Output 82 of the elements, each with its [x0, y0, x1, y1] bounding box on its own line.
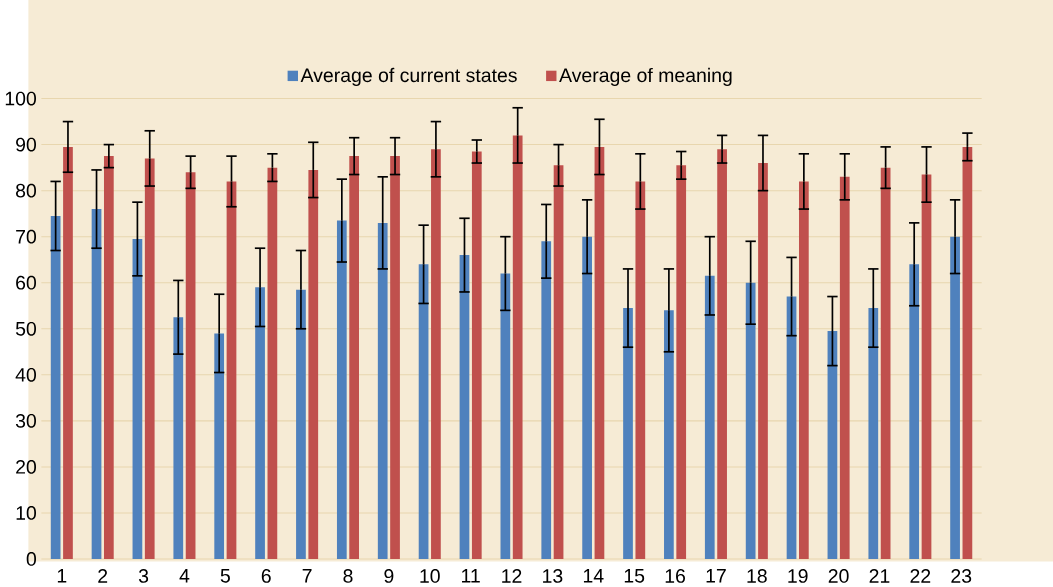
- bar: [185, 172, 196, 559]
- x-tick-label: 21: [869, 569, 890, 583]
- bar: [255, 287, 265, 559]
- bar: [950, 236, 960, 559]
- y-tick-label: 100: [5, 91, 37, 106]
- x-tick-label: 7: [302, 569, 312, 583]
- bar: [676, 165, 687, 559]
- x-tick-label: 12: [502, 569, 522, 583]
- bar: [786, 296, 797, 559]
- bar: [308, 169, 319, 559]
- bar: [103, 156, 114, 559]
- bar: [226, 181, 237, 559]
- bar: [594, 146, 605, 559]
- bar: [827, 330, 838, 559]
- bar: [267, 167, 278, 559]
- x-tick-label: 18: [747, 569, 767, 583]
- y-tick-label: 40: [15, 367, 37, 382]
- bar: [459, 255, 470, 559]
- bar: [500, 273, 511, 559]
- y-tick-label: 0: [26, 552, 37, 566]
- x-tick-label: 23: [951, 569, 972, 583]
- y-tick-label: 80: [16, 183, 37, 198]
- y-tick-label: 90: [16, 137, 37, 152]
- x-tick-label: 14: [583, 569, 604, 583]
- bar: [623, 307, 633, 559]
- y-tick-label: 50: [15, 321, 37, 336]
- x-tick-label: 4: [179, 569, 190, 583]
- bar: [132, 238, 143, 559]
- bar: [745, 282, 756, 559]
- x-tick-label: 17: [706, 569, 726, 583]
- bar: [144, 158, 155, 559]
- bar: [758, 162, 768, 559]
- y-tick-label: 30: [15, 413, 37, 428]
- x-tick-label: 3: [138, 569, 149, 583]
- bar: [63, 146, 73, 559]
- x-tick-label: 19: [788, 569, 808, 583]
- bar: [512, 135, 523, 559]
- x-tick-label: 20: [828, 569, 849, 583]
- legend-label: Average of current states: [300, 67, 517, 86]
- x-tick-label: 15: [624, 569, 645, 583]
- x-tick-label: 8: [343, 569, 353, 583]
- bar: [962, 146, 973, 559]
- bar: [582, 236, 592, 559]
- y-tick-label: 60: [16, 275, 37, 290]
- bar: [349, 156, 360, 559]
- bar: [50, 215, 61, 559]
- bar: [431, 149, 441, 559]
- bar: [664, 310, 674, 559]
- x-tick-label: 22: [910, 569, 931, 583]
- x-tick-label: 13: [543, 569, 563, 583]
- bar: [921, 174, 932, 559]
- bar: [704, 275, 715, 559]
- bar: [336, 220, 347, 559]
- bar: [390, 156, 400, 559]
- bar: [214, 333, 225, 559]
- bar: [635, 181, 646, 559]
- bar: [717, 149, 727, 559]
- x-tick-label: 11: [462, 569, 480, 583]
- bar: [839, 176, 850, 559]
- x-tick-label: 2: [98, 569, 108, 583]
- bar: [880, 167, 891, 559]
- x-tick-label: 1: [57, 569, 67, 583]
- x-tick-label: 6: [261, 569, 271, 583]
- x-tick-label: 9: [384, 569, 394, 583]
- bar: [471, 151, 482, 559]
- bar: [91, 208, 102, 559]
- x-tick-label: 10: [420, 569, 440, 583]
- bar: [541, 241, 552, 559]
- y-tick-label: 70: [16, 229, 37, 244]
- bar: [296, 289, 306, 559]
- y-tick-label: 10: [16, 505, 37, 520]
- x-tick-label: 5: [220, 569, 230, 583]
- x-tick-label: 16: [665, 569, 686, 583]
- bar: [868, 307, 879, 559]
- bar: [173, 317, 184, 559]
- bar: [553, 165, 564, 559]
- legend-label: Average of meaning: [559, 67, 732, 86]
- bar: [799, 181, 809, 559]
- y-tick-label: 20: [16, 459, 37, 474]
- bar: [909, 264, 920, 559]
- bar: [377, 222, 388, 559]
- bar: [418, 264, 429, 559]
